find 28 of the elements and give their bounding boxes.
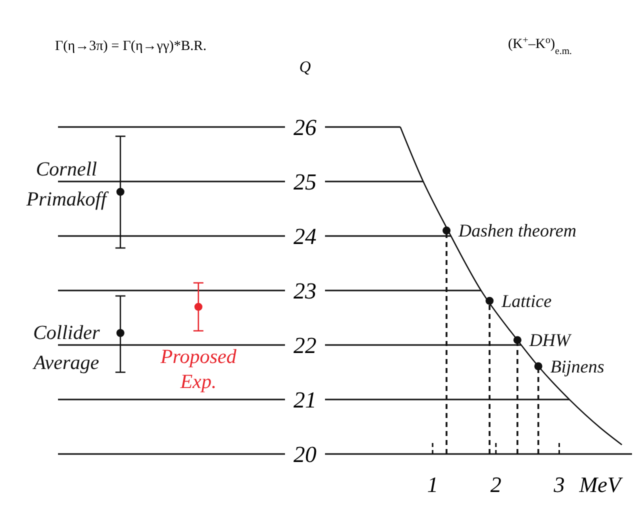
y-tick-label: 24 (294, 224, 316, 250)
series-label: DHW (528, 330, 572, 350)
text: Proposed Exp. (159, 346, 238, 393)
series-label: Dashen theorem (458, 220, 576, 241)
y-tick-label: 23 (294, 278, 316, 304)
point (486, 296, 494, 305)
chart-title: Γ(η→3π) = Γ(η→γγ)*B.R. (55, 39, 206, 54)
chart-title: (K$^{+}$–K$^{o}$)$_{e.m.}$ (508, 34, 572, 56)
x-axis-title: MeV (578, 472, 624, 497)
series-label: Lattice (500, 290, 552, 311)
y-tick-label: 20 (294, 442, 317, 468)
y-axis-title: Q (299, 59, 312, 76)
point (534, 362, 542, 370)
x-tick-label: 2 (490, 472, 502, 497)
point (116, 329, 124, 338)
series-label: Cornell Primakoff (25, 158, 109, 210)
point (442, 226, 451, 235)
x-tick-label: 3 (552, 472, 565, 497)
y-tick-label: 22 (294, 333, 316, 358)
y-tick-label: 26 (294, 115, 317, 140)
point (513, 336, 522, 344)
point (116, 188, 124, 196)
series-label: Bijnens (550, 356, 604, 376)
y-tick-label: 21 (294, 388, 316, 413)
point (194, 302, 202, 311)
y-tick-label: 25 (294, 170, 316, 195)
x-tick-label: 1 (427, 472, 438, 497)
series-label: Collider Average (32, 322, 100, 374)
